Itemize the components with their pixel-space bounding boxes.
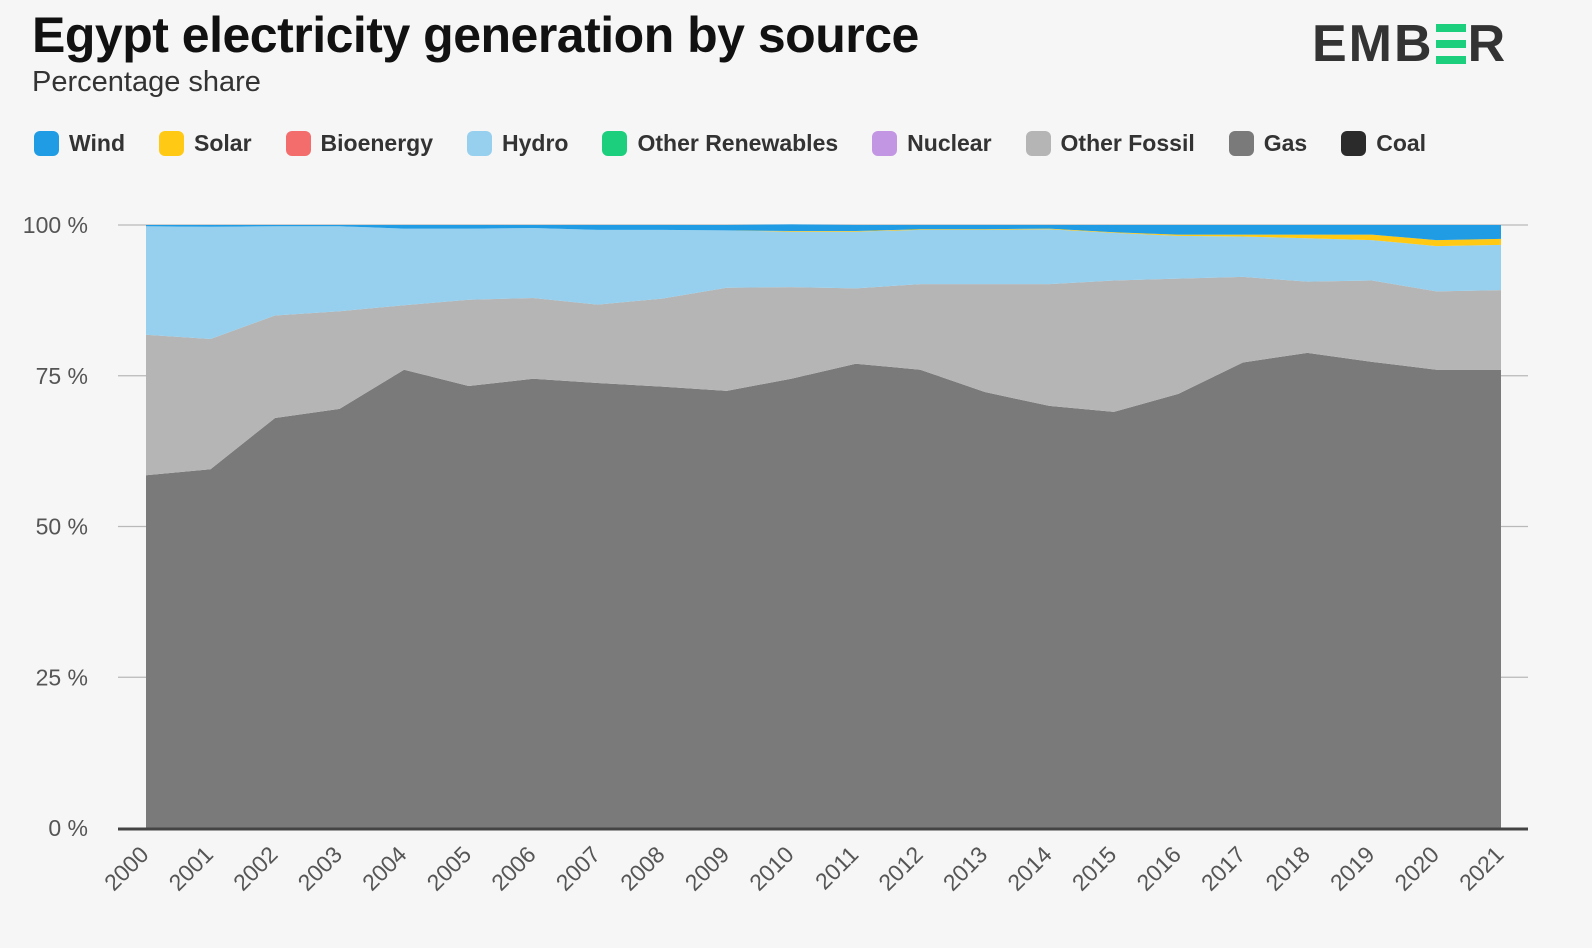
x-tick-label: 2014 bbox=[1002, 841, 1057, 896]
legend-item-coal[interactable]: Coal bbox=[1341, 130, 1426, 157]
legend-swatch-bioenergy bbox=[285, 131, 311, 156]
x-tick-label: 2009 bbox=[680, 841, 735, 896]
legend-label: Solar bbox=[194, 130, 252, 156]
x-tick-label: 2010 bbox=[744, 841, 799, 896]
legend-swatch-gas bbox=[1228, 131, 1254, 156]
area-series-wind bbox=[146, 224, 1501, 241]
legend-label: Hydro bbox=[502, 130, 569, 156]
x-tick-label: 2019 bbox=[1325, 841, 1380, 896]
legend-swatch-hydro bbox=[467, 131, 493, 156]
x-tick-label: 2018 bbox=[1260, 841, 1315, 896]
legend-swatch-coal bbox=[1341, 131, 1367, 156]
x-tick-label: 2011 bbox=[810, 841, 863, 894]
legend-swatch-other-renewables bbox=[602, 131, 628, 156]
area-series-other-fossil bbox=[146, 276, 1501, 476]
legend-item-bioenergy[interactable]: Bioenergy bbox=[285, 130, 434, 157]
legend-item-wind[interactable]: Wind bbox=[34, 130, 125, 157]
x-tick-label: 2020 bbox=[1389, 841, 1444, 896]
x-tick-label: 2012 bbox=[873, 841, 928, 896]
x-tick-label: 2021 bbox=[1454, 841, 1509, 896]
legend-item-nuclear[interactable]: Nuclear bbox=[872, 130, 992, 157]
legend-label: Other Fossil bbox=[1060, 130, 1195, 156]
legend: Wind Solar Bioenergy Hydro Other Renewab… bbox=[34, 130, 1460, 157]
chart-title: Egypt electricity generation by source bbox=[32, 7, 919, 63]
x-tick-label: 2007 bbox=[551, 841, 606, 896]
x-tick-label: 2003 bbox=[293, 841, 348, 896]
x-tick-label: 2006 bbox=[486, 841, 541, 896]
y-tick-label: 100 % bbox=[23, 212, 88, 238]
legend-label: Wind bbox=[69, 130, 125, 156]
area-series-hydro bbox=[146, 226, 1501, 339]
x-tick-label: 2005 bbox=[422, 841, 477, 896]
y-tick-label: 0 % bbox=[48, 815, 88, 841]
x-tick-label: 2002 bbox=[228, 841, 283, 896]
legend-label: Bioenergy bbox=[320, 130, 434, 156]
legend-label: Gas bbox=[1263, 130, 1308, 156]
legend-swatch-nuclear bbox=[872, 131, 898, 156]
x-tick-label: 2008 bbox=[615, 841, 670, 896]
ember-logo: EMBER bbox=[1312, 14, 1508, 74]
x-tick-label: 2001 bbox=[163, 841, 218, 896]
x-tick-label: 2000 bbox=[99, 841, 154, 896]
y-tick-label: 50 % bbox=[36, 514, 88, 540]
legend-item-gas[interactable]: Gas bbox=[1228, 130, 1308, 157]
logo-e-mark: E bbox=[1434, 14, 1468, 74]
x-tick-label: 2016 bbox=[1131, 841, 1186, 896]
x-tick-label: 2015 bbox=[1067, 841, 1122, 896]
chart-subtitle: Percentage share bbox=[32, 66, 261, 98]
legend-item-other-renewables[interactable]: Other Renewables bbox=[602, 130, 838, 157]
legend-swatch-wind bbox=[34, 131, 59, 156]
y-tick-label: 75 % bbox=[36, 363, 88, 389]
x-tick-label: 2017 bbox=[1196, 841, 1251, 896]
legend-swatch-solar bbox=[159, 131, 184, 156]
legend-label: Nuclear bbox=[907, 130, 992, 156]
legend-swatch-other-fossil bbox=[1025, 131, 1051, 156]
area-series-gas bbox=[146, 352, 1501, 828]
area-series-solar bbox=[146, 226, 1501, 247]
legend-label: Other Renewables bbox=[637, 130, 839, 156]
legend-item-other-fossil[interactable]: Other Fossil bbox=[1025, 130, 1195, 157]
x-tick-label: 2004 bbox=[357, 841, 412, 896]
x-tick-label: 2013 bbox=[938, 841, 993, 896]
legend-label: Coal bbox=[1376, 130, 1427, 156]
y-tick-label: 25 % bbox=[36, 664, 88, 690]
legend-item-hydro[interactable]: Hydro bbox=[467, 130, 568, 157]
legend-item-solar[interactable]: Solar bbox=[159, 130, 252, 157]
